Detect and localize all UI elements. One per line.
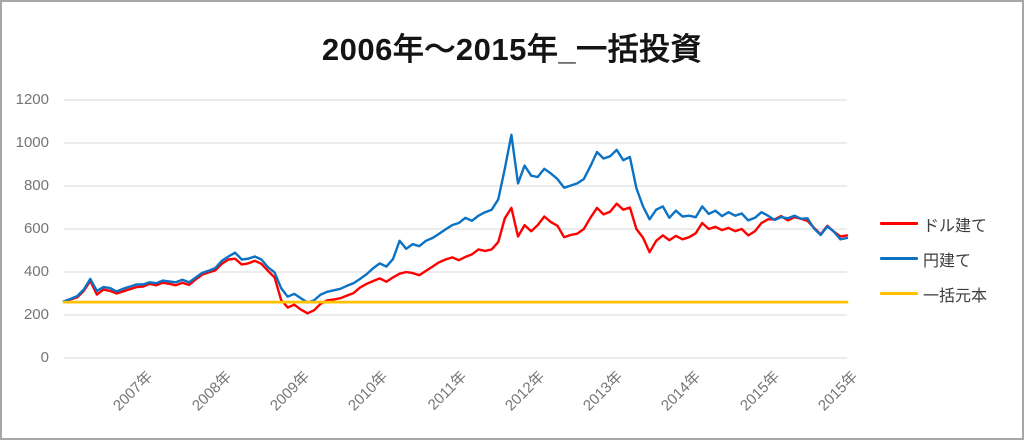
y-tick-label: 600 — [23, 220, 49, 237]
legend-swatch-icon — [880, 222, 918, 225]
legend-label: 円建て — [923, 252, 972, 270]
y-tick-label: 1000 — [15, 134, 49, 151]
legend-label: ドル建て — [923, 217, 988, 235]
y-tick-label: 0 — [40, 349, 49, 366]
legend-item: 一括元本 — [880, 283, 988, 305]
legend-item: 円建て — [880, 248, 987, 270]
chart-title: 2006年～2015年_一括投資 — [321, 32, 703, 67]
series-line-ドル建て — [62, 202, 849, 315]
series-line-円建て — [62, 133, 849, 304]
legend-swatch-icon — [880, 257, 918, 260]
legend-item: ドル建て — [880, 213, 988, 235]
legend-label: 一括元本 — [923, 287, 988, 305]
legend: ドル建て円建て一括元本 — [880, 213, 988, 305]
y-tick-label: 800 — [23, 177, 49, 194]
y-tick-label: 200 — [23, 306, 49, 323]
y-tick-label: 1200 — [15, 91, 49, 108]
y-tick-label: 400 — [23, 263, 49, 280]
legend-swatch-icon — [880, 292, 918, 295]
